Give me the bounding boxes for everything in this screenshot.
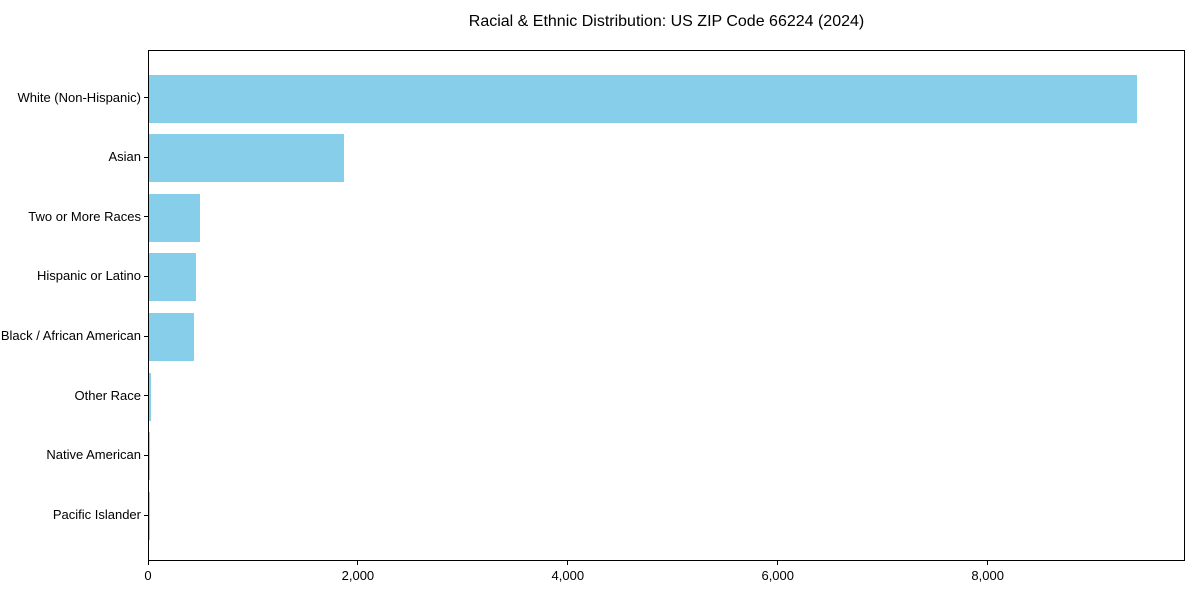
y-tick-label: Black / African American [0, 328, 141, 344]
bar-black-african-american [149, 313, 195, 362]
x-tick-label: 6,000 [761, 568, 795, 583]
x-tick-mark [357, 561, 359, 565]
y-tick-mark [144, 275, 148, 277]
y-tick-label: Two or More Races [28, 208, 141, 224]
y-tick-mark [144, 395, 148, 397]
x-tick-mark [147, 561, 149, 565]
x-tick-label: 8,000 [971, 568, 1004, 583]
x-tick-mark [987, 561, 989, 565]
plot-area [148, 50, 1185, 561]
y-tick-mark [144, 514, 148, 516]
y-tick-mark [144, 216, 148, 218]
y-tick-label: Asian [108, 149, 141, 165]
bar-hispanic-or-latino [149, 253, 197, 302]
bar-other-race [149, 372, 151, 421]
bar-asian [149, 134, 345, 183]
x-tick-mark [777, 561, 779, 565]
bar-two-or-more-races [149, 193, 201, 242]
y-tick-mark [144, 97, 148, 98]
chart-title: Racial & Ethnic Distribution: US ZIP Cod… [468, 13, 865, 30]
y-tick-mark [144, 156, 148, 158]
x-tick-label: 0 [144, 568, 152, 583]
x-tick-label: 4,000 [551, 568, 585, 583]
y-tick-label: Hispanic or Latino [36, 268, 141, 284]
y-tick-label: Pacific Islander [52, 507, 141, 522]
y-tick-mark [144, 454, 148, 456]
bar-native-american [149, 432, 150, 481]
y-tick-label: White (Non-Hispanic) [17, 89, 141, 105]
bar-white-non-hispanic [149, 74, 1137, 123]
y-tick-label: Other Race [74, 387, 141, 403]
y-tick-label: Native American [46, 447, 141, 463]
x-tick-mark [567, 561, 569, 565]
y-tick-mark [144, 335, 148, 337]
x-tick-label: 2,000 [341, 568, 375, 583]
